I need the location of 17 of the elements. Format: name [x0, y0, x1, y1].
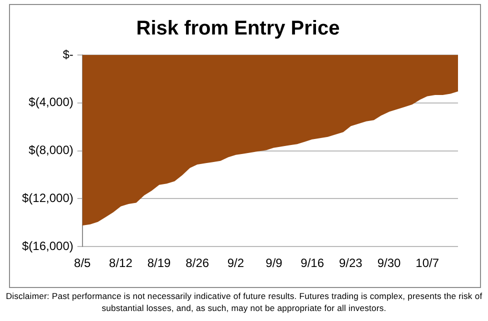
x-tick-label: 8/5 [74, 256, 92, 270]
x-tick-label: 9/30 [377, 256, 402, 270]
x-tick-label: 9/16 [300, 256, 324, 270]
x-tick-label: 9/23 [338, 256, 363, 270]
x-tick-label: 8/26 [186, 256, 210, 270]
x-tick-label: 10/7 [416, 256, 440, 270]
y-tick-label: $(8,000) [28, 143, 74, 158]
x-tick-label: 9/2 [227, 256, 244, 270]
y-tick-label: $- [62, 47, 74, 62]
x-tick-label: 8/12 [109, 256, 133, 270]
y-tick-label: $(4,000) [28, 95, 74, 110]
x-tick-label: 8/19 [147, 256, 172, 270]
text: Disclaimer: Past performance is not necessarily indicative of future results. Futures trading is complex, presents the risk of substantial losses, and, as such, may not be appropriate for all investors. [4, 290, 484, 314]
y-tick-label: $(12,000) [22, 191, 74, 206]
chart-title: Risk from Entry Price [136, 18, 340, 40]
y-tick-label: $(16,000) [22, 238, 74, 253]
x-tick-label: 9/9 [266, 256, 283, 270]
